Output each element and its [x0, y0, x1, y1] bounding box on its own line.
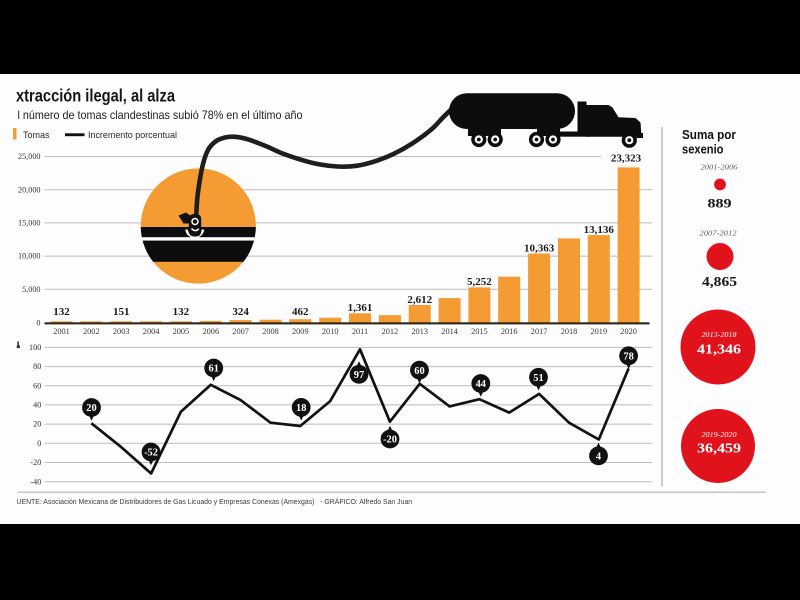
svg-text:Tomas: Tomas — [23, 130, 50, 140]
svg-text:2007-2012: 2007-2012 — [700, 229, 737, 238]
svg-text:2001-2006: 2001-2006 — [701, 163, 738, 172]
svg-text:18: 18 — [296, 403, 306, 414]
svg-text:2006: 2006 — [203, 327, 220, 336]
svg-text:80: 80 — [33, 362, 41, 371]
svg-text:5,000: 5,000 — [22, 285, 40, 294]
svg-text:0: 0 — [36, 319, 40, 328]
svg-text:10,363: 10,363 — [524, 242, 555, 254]
svg-text:1,361: 1,361 — [348, 302, 373, 314]
svg-text:4,865: 4,865 — [702, 274, 737, 289]
svg-text:2010: 2010 — [322, 327, 339, 336]
svg-text:2001: 2001 — [53, 327, 70, 336]
svg-text:10,000: 10,000 — [18, 252, 41, 261]
svg-text:-52: -52 — [144, 448, 158, 459]
svg-text:2005: 2005 — [173, 327, 190, 336]
svg-text:13,136: 13,136 — [584, 224, 615, 236]
svg-text:60: 60 — [33, 381, 41, 390]
svg-text:2015: 2015 — [471, 327, 488, 336]
svg-text:25,000: 25,000 — [18, 152, 41, 161]
svg-text:2011: 2011 — [352, 327, 368, 336]
svg-text:51: 51 — [533, 373, 543, 384]
svg-text:20: 20 — [33, 420, 41, 429]
svg-text:2012: 2012 — [382, 327, 399, 336]
svg-text:2008: 2008 — [262, 327, 279, 336]
svg-text:2019: 2019 — [591, 327, 608, 336]
svg-text:2017: 2017 — [531, 327, 548, 336]
svg-text:2003: 2003 — [113, 327, 130, 336]
svg-text:2016: 2016 — [501, 327, 518, 336]
svg-text:2002: 2002 — [83, 327, 100, 336]
svg-text:61: 61 — [209, 364, 219, 375]
svg-text:2,612: 2,612 — [407, 294, 432, 306]
svg-text:xtracción ilegal, al alza: xtracción ilegal, al alza — [16, 86, 175, 106]
svg-text:2020: 2020 — [620, 327, 637, 336]
svg-text:20,000: 20,000 — [18, 185, 41, 194]
svg-text:97: 97 — [354, 370, 364, 381]
svg-text:-20: -20 — [383, 435, 397, 446]
svg-text:324: 324 — [232, 306, 249, 318]
svg-text:15,000: 15,000 — [18, 219, 41, 228]
svg-text:78: 78 — [623, 351, 633, 362]
svg-text:40: 40 — [33, 401, 41, 410]
svg-text:2004: 2004 — [143, 327, 160, 336]
svg-text:100: 100 — [29, 343, 41, 352]
svg-text:l número de tomas clandestinas: l número de tomas clandestinas subió 78%… — [18, 109, 303, 122]
svg-text:132: 132 — [173, 306, 190, 318]
svg-text:0: 0 — [37, 439, 41, 448]
svg-text:20: 20 — [86, 403, 96, 414]
svg-text:-20: -20 — [30, 458, 41, 467]
svg-text:2019-2020: 2019-2020 — [702, 430, 737, 439]
svg-text:-40: -40 — [30, 477, 41, 486]
svg-text:2014: 2014 — [441, 327, 458, 336]
svg-text:2013: 2013 — [411, 327, 428, 336]
svg-text:2018: 2018 — [561, 327, 578, 336]
svg-text:2007: 2007 — [232, 327, 249, 336]
svg-text:Incremento porcentual: Incremento porcentual — [88, 130, 177, 140]
svg-text:44: 44 — [476, 379, 486, 390]
svg-text:2009: 2009 — [292, 327, 309, 336]
svg-text:41,346: 41,346 — [697, 343, 741, 358]
svg-text:23,323: 23,323 — [611, 152, 642, 164]
svg-text:151: 151 — [113, 306, 130, 318]
svg-text:2013-2018: 2013-2018 — [702, 330, 737, 339]
svg-text:4: 4 — [596, 451, 601, 462]
svg-text:60: 60 — [414, 366, 424, 377]
svg-text:5,252: 5,252 — [467, 276, 492, 288]
svg-text:462: 462 — [292, 306, 309, 318]
svg-text:Suma por: Suma por — [682, 127, 736, 142]
svg-text:132: 132 — [53, 306, 70, 318]
svg-text:sexenio: sexenio — [682, 142, 724, 157]
svg-text:889: 889 — [708, 196, 733, 211]
svg-text:36,459: 36,459 — [697, 442, 741, 457]
svg-text:UENTE: Asociación Mexicana de: UENTE: Asociación Mexicana de Distribuid… — [17, 497, 413, 506]
